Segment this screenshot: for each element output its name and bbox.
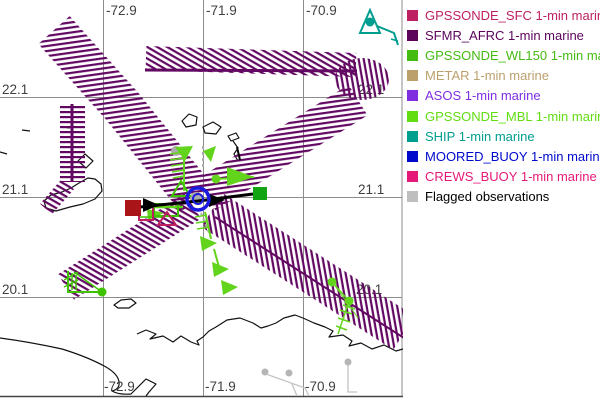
legend-label: SFMR_AFRC 1-min marine [425, 27, 584, 43]
legend-label: METAR 1-min marine [425, 68, 550, 84]
lat-label-left-1: 22.1 [2, 82, 28, 97]
legend-item: ASOS 1-min marine [403, 86, 600, 106]
flight-track-nw-arm [38, 15, 214, 213]
legend-swatch-icon [407, 110, 418, 122]
legend-label: SHIP 1-min marine [425, 128, 535, 144]
legend-item: GPSSONDE_SFC 1-min marine [403, 5, 600, 25]
legend-label: MOORED_BUOY 1-min marine [425, 148, 600, 164]
legend-item: GPSSONDE_MBL 1-min marine [403, 106, 600, 126]
gpssonde-mbl-symbols [147, 146, 359, 335]
legend-label: GPSSONDE_WL150 1-min marine [425, 47, 600, 63]
legend: GPSSONDE_SFC 1-min marine SFMR_AFRC 1-mi… [403, 5, 600, 207]
legend-swatch-icon [407, 29, 418, 41]
flight-track-ne-turn [335, 58, 389, 100]
flight-track-se-arm [201, 193, 403, 350]
legend-swatch-icon [407, 70, 418, 82]
legend-label: ASOS 1-min marine [425, 88, 541, 104]
sfmr-flight-tracks [38, 15, 403, 350]
lon-label-bottom-1: -72.9 [104, 379, 135, 394]
legend-item: SFMR_AFRC 1-min marine [403, 25, 600, 45]
legend-swatch-icon [407, 90, 418, 102]
lon-label-bottom-2: -71.9 [205, 379, 236, 394]
legend-item: SHIP 1-min marine [403, 126, 600, 146]
lon-label-top-3: -70.9 [306, 3, 337, 18]
legend-item: MOORED_BUOY 1-min marine [403, 146, 600, 166]
legend-label: Flagged observations [425, 189, 550, 205]
lat-label-left-2: 21.1 [2, 182, 28, 197]
legend-swatch-icon [407, 49, 418, 61]
lon-label-bottom-3: -70.9 [305, 379, 336, 394]
legend-item: GPSSONDE_WL150 1-min marine [403, 45, 600, 65]
legend-label: CREWS_BUOY 1-min marine [425, 169, 597, 185]
legend-label: GPSSONDE_MBL 1-min marine [425, 108, 600, 124]
lon-label-top-2: -71.9 [206, 3, 237, 18]
legend-item: CREWS_BUOY 1-min marine [403, 167, 600, 187]
moored-buoy-symbol [185, 186, 211, 212]
flight-track-top-leg [145, 46, 357, 77]
lon-label-top-1: -72.9 [106, 3, 137, 18]
legend-swatch-icon [407, 171, 418, 183]
legend-item: METAR 1-min marine [403, 66, 600, 86]
legend-item: Flagged observations [403, 187, 600, 207]
legend-swatch-icon [407, 9, 418, 21]
gpssonde-wl150-symbols [63, 179, 192, 297]
legend-swatch-icon [407, 130, 418, 142]
legend-swatch-icon [407, 150, 418, 162]
green-station-square [253, 187, 267, 200]
center-wind-barb [125, 146, 267, 216]
legend-label: GPSSONDE_SFC 1-min marine [425, 7, 600, 23]
lat-label-left-3: 20.1 [2, 282, 28, 297]
red-station-square [125, 200, 141, 216]
legend-swatch-icon [407, 191, 418, 203]
ship-symbol [358, 7, 399, 46]
map-canvas: -72.9 -71.9 -70.9 -72.9 -71.9 -70.9 22.1… [0, 0, 403, 398]
lat-label-right-2: 21.1 [358, 182, 384, 197]
